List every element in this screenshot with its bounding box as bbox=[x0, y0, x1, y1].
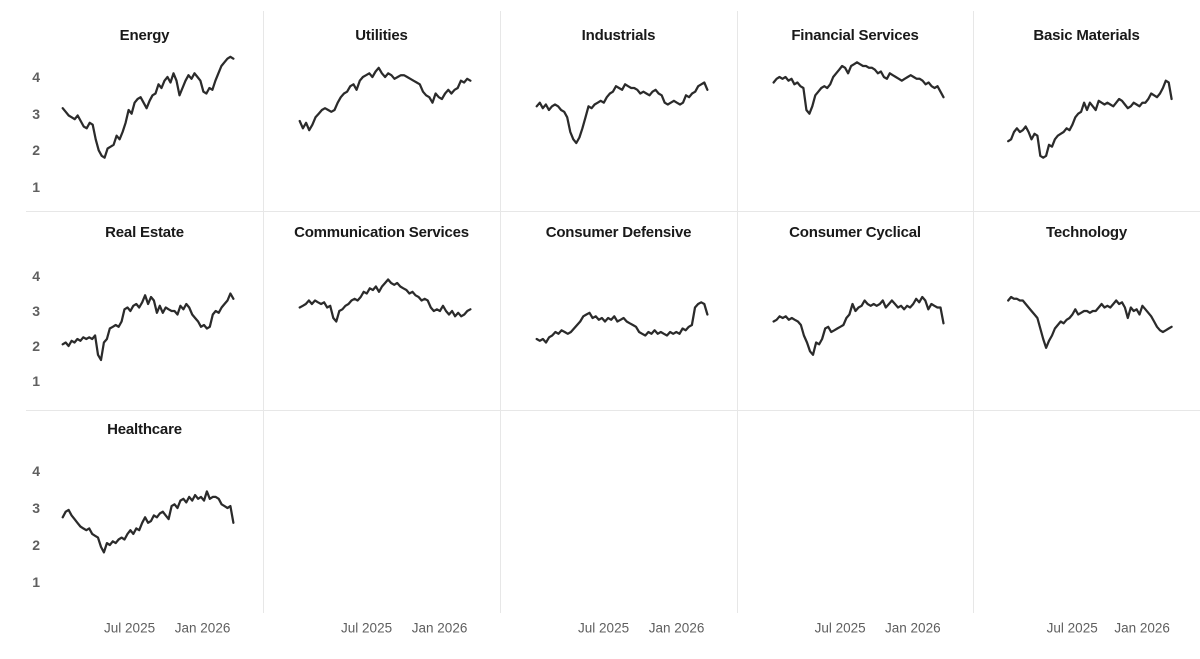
line-chart-technology bbox=[1007, 295, 1173, 349]
line-series-financial-services bbox=[772, 61, 945, 115]
y-tick-label: 4 bbox=[32, 69, 40, 85]
line-chart-real-estate bbox=[61, 292, 235, 362]
line-chart-communication-services bbox=[298, 278, 472, 323]
row-divider bbox=[26, 211, 1200, 212]
column-divider bbox=[263, 11, 264, 613]
line-series-technology bbox=[1007, 295, 1173, 349]
x-tick-label: Jul 2025 bbox=[1046, 620, 1098, 636]
x-tick-label: Jan 2026 bbox=[411, 620, 468, 636]
line-series-real-estate bbox=[61, 292, 235, 362]
line-chart-financial-services bbox=[772, 61, 945, 115]
panel-title-financial-services: Financial Services bbox=[791, 27, 919, 44]
y-tick-label: 1 bbox=[32, 179, 40, 195]
x-tick-label: Jan 2026 bbox=[885, 620, 941, 636]
line-chart-utilities bbox=[298, 66, 472, 132]
x-tick-label: Jul 2025 bbox=[814, 620, 866, 636]
y-tick-label: 3 bbox=[32, 500, 40, 516]
panel-title-industrials: Industrials bbox=[581, 27, 656, 44]
line-chart-industrials bbox=[535, 81, 709, 145]
x-tick-label: Jan 2026 bbox=[1114, 620, 1170, 636]
y-tick-label: 1 bbox=[32, 574, 40, 590]
line-series-consumer-defensive bbox=[535, 301, 709, 344]
line-series-utilities bbox=[298, 66, 472, 132]
line-chart-basic-materials bbox=[1007, 79, 1173, 159]
line-chart-consumer-cyclical bbox=[772, 295, 945, 356]
line-series-energy bbox=[61, 55, 235, 159]
line-series-industrials bbox=[535, 81, 709, 145]
y-tick-label: 2 bbox=[32, 142, 40, 159]
x-tick-label: Jul 2025 bbox=[578, 620, 630, 636]
panel-title-energy: Energy bbox=[119, 27, 170, 44]
y-tick-label: 3 bbox=[32, 105, 40, 122]
panel-title-healthcare: Healthcare bbox=[107, 421, 182, 438]
column-divider bbox=[973, 11, 974, 613]
line-chart-healthcare bbox=[61, 490, 235, 554]
line-series-consumer-cyclical bbox=[772, 295, 945, 356]
line-chart-energy bbox=[61, 55, 235, 159]
column-divider bbox=[500, 11, 501, 613]
y-tick-label: 2 bbox=[32, 338, 40, 354]
row-divider bbox=[26, 410, 1200, 411]
panel-title-consumer-cyclical: Consumer Cyclical bbox=[789, 224, 921, 241]
column-divider bbox=[737, 11, 738, 613]
y-tick-label: 2 bbox=[32, 537, 40, 553]
x-tick-label: Jan 2026 bbox=[648, 620, 705, 636]
line-series-healthcare bbox=[61, 490, 235, 554]
panel-title-technology: Technology bbox=[1045, 224, 1128, 241]
panel-title-real-estate: Real Estate bbox=[105, 224, 184, 241]
panel-title-communication-services: Communication Services bbox=[294, 224, 469, 241]
y-tick-label: 4 bbox=[32, 268, 40, 284]
y-tick-label: 3 bbox=[32, 303, 40, 319]
line-series-basic-materials bbox=[1007, 79, 1173, 159]
line-series-communication-services bbox=[298, 278, 472, 323]
panel-title-basic-materials: Basic Materials bbox=[1033, 27, 1140, 44]
x-tick-label: Jul 2025 bbox=[104, 620, 156, 636]
x-tick-label: Jan 2026 bbox=[174, 620, 231, 636]
x-tick-label: Jul 2025 bbox=[341, 620, 393, 636]
y-tick-label: 4 bbox=[32, 463, 40, 479]
line-chart-consumer-defensive bbox=[535, 301, 709, 344]
panel-title-utilities: Utilities bbox=[355, 27, 408, 44]
y-tick-label: 1 bbox=[32, 373, 40, 389]
panel-title-consumer-defensive: Consumer Defensive bbox=[545, 224, 692, 241]
